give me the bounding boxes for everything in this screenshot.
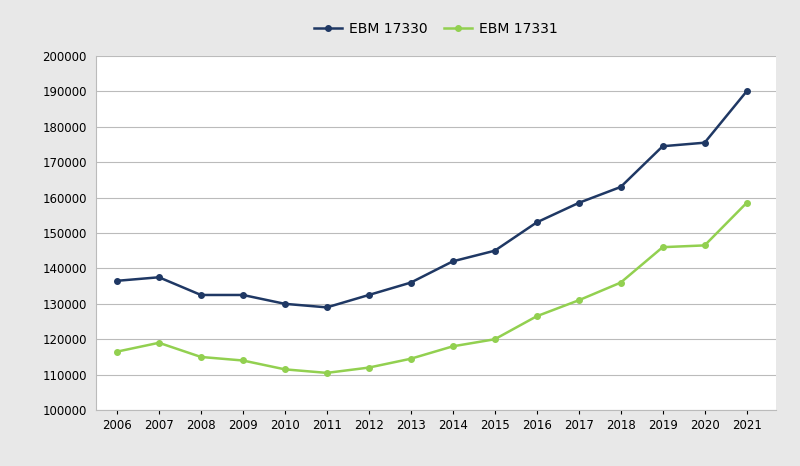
EBM 17330 (406, 280, 416, 285)
EBM 17330 (532, 219, 542, 225)
Legend: EBM 17330, EBM 17331: EBM 17330, EBM 17331 (309, 17, 563, 42)
EBM 17331 (532, 314, 542, 319)
EBM 17331 (364, 365, 374, 370)
EBM 17331 (574, 297, 583, 303)
EBM 17330 (196, 292, 206, 298)
EBM 17331 (490, 336, 499, 342)
EBM 17331 (658, 244, 667, 250)
EBM 17331 (616, 280, 626, 285)
Line: EBM 17330: EBM 17330 (114, 89, 750, 310)
EBM 17331 (700, 243, 710, 248)
EBM 17331 (238, 358, 248, 363)
EBM 17331 (280, 367, 290, 372)
Line: EBM 17331: EBM 17331 (114, 200, 750, 376)
EBM 17330 (616, 184, 626, 190)
EBM 17331 (742, 200, 751, 206)
EBM 17330 (700, 140, 710, 145)
EBM 17330 (574, 200, 583, 206)
EBM 17330 (364, 292, 374, 298)
EBM 17330 (238, 292, 248, 298)
EBM 17330 (112, 278, 122, 284)
EBM 17331 (196, 354, 206, 360)
EBM 17330 (322, 305, 332, 310)
EBM 17330 (742, 89, 751, 94)
EBM 17330 (154, 274, 164, 280)
EBM 17331 (406, 356, 416, 362)
EBM 17330 (658, 144, 667, 149)
EBM 17330 (280, 301, 290, 307)
EBM 17330 (490, 248, 499, 254)
EBM 17331 (154, 340, 164, 346)
EBM 17331 (448, 343, 458, 349)
EBM 17330 (448, 259, 458, 264)
EBM 17331 (322, 370, 332, 376)
EBM 17331 (112, 349, 122, 355)
